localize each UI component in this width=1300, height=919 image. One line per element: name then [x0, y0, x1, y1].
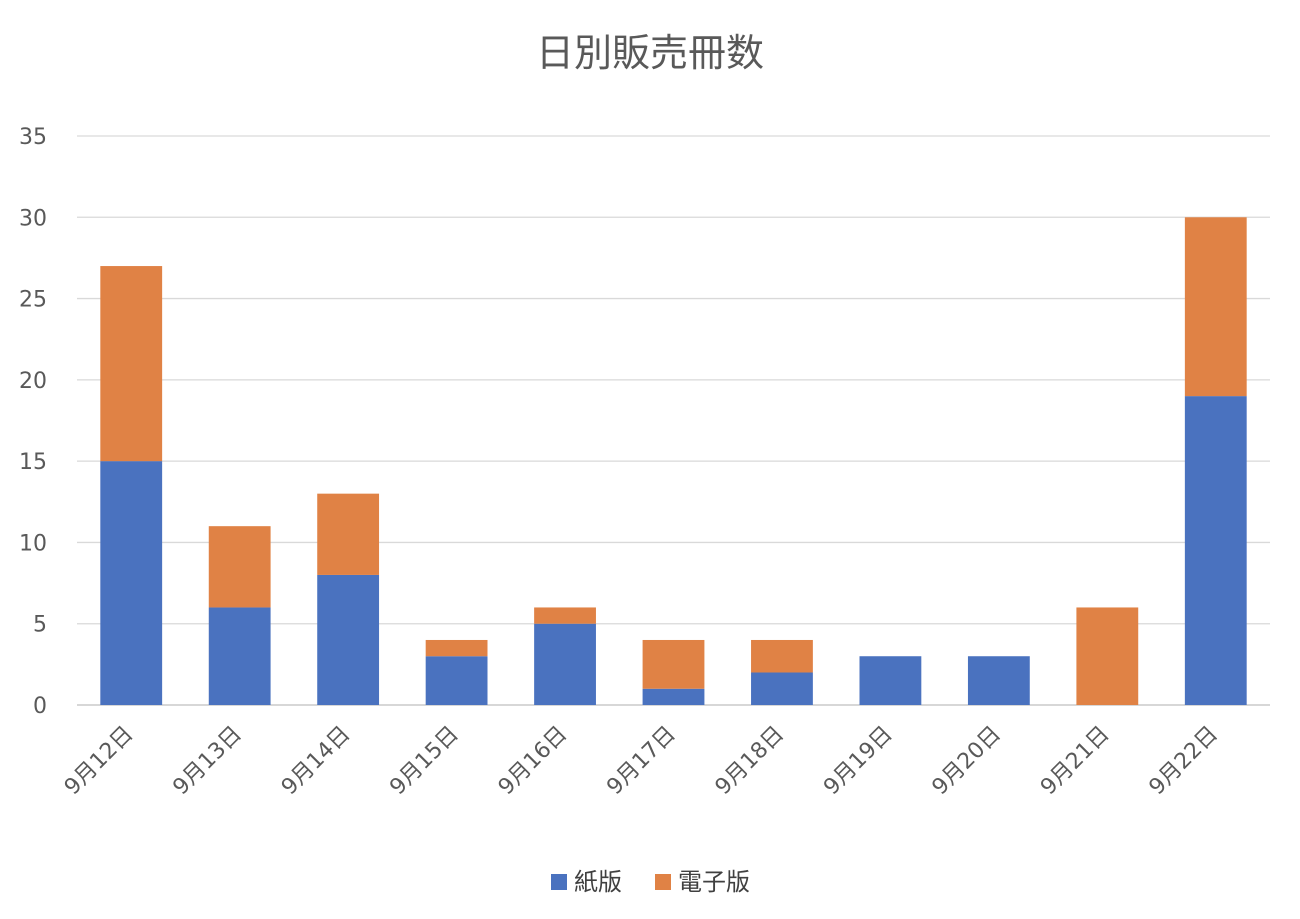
y-tick-label: 20 — [19, 369, 47, 394]
x-tick-label: 9月15日 — [385, 722, 463, 800]
y-tick-label: 10 — [19, 531, 47, 556]
x-tick-label: 9月14日 — [277, 722, 355, 800]
y-tick-label: 15 — [19, 450, 47, 475]
bar-segment-paper — [967, 656, 1030, 705]
x-tick-label: 9月13日 — [168, 722, 246, 800]
bar-segment-digital — [100, 266, 163, 462]
x-tick-label: 9月12日 — [60, 722, 138, 800]
bar-segment-paper — [1184, 396, 1247, 705]
bar-segment-paper — [534, 623, 596, 705]
chart-title: 日別販売冊数 — [536, 31, 764, 75]
bar-segment-digital — [751, 639, 813, 673]
bar-segment-digital — [1184, 217, 1247, 397]
y-tick-label: 0 — [33, 694, 47, 719]
y-tick-label: 5 — [33, 613, 47, 638]
bar-segment-digital — [1076, 607, 1139, 705]
x-tick-label: 9月18日 — [711, 722, 789, 800]
bar-segment-paper — [317, 574, 380, 705]
bar-segment-paper — [100, 461, 163, 705]
x-tick-label: 9月21日 — [1036, 722, 1114, 800]
legend-label: 電子版 — [678, 868, 750, 896]
bar-segment-digital — [425, 639, 488, 657]
legend-label: 紙版 — [574, 868, 622, 896]
y-tick-label: 30 — [19, 206, 47, 231]
legend: 紙版 電子版 — [551, 868, 750, 896]
bar-segment-digital — [534, 607, 596, 624]
y-axis-ticks: 0 5 10 15 20 25 30 35 — [19, 125, 47, 719]
x-tick-label: 9月17日 — [602, 722, 680, 800]
legend-swatch — [551, 874, 567, 890]
x-tick-label: 9月22日 — [1145, 722, 1223, 800]
x-tick-label: 9月19日 — [819, 722, 897, 800]
x-tick-label: 9月16日 — [494, 722, 572, 800]
bar-segment-digital — [208, 526, 271, 608]
bar-segment-digital — [317, 493, 380, 575]
x-tick-label: 9月20日 — [928, 722, 1006, 800]
y-tick-label: 25 — [19, 288, 47, 313]
bar-segment-paper — [425, 656, 488, 705]
bar-segment-paper — [642, 688, 705, 705]
bar-segment-paper — [751, 672, 813, 705]
gridlines — [77, 135, 1270, 706]
y-tick-label: 35 — [19, 125, 47, 150]
bar-segment-digital — [642, 639, 705, 689]
bar-segment-paper — [208, 607, 271, 705]
bars — [100, 217, 1247, 705]
bar-segment-paper — [859, 656, 922, 705]
x-axis-ticks: 9月12日 9月13日 9月14日 9月15日 9月16日 9月17日 9月18日 9月19日… — [60, 722, 1223, 800]
legend-swatch — [655, 874, 671, 890]
